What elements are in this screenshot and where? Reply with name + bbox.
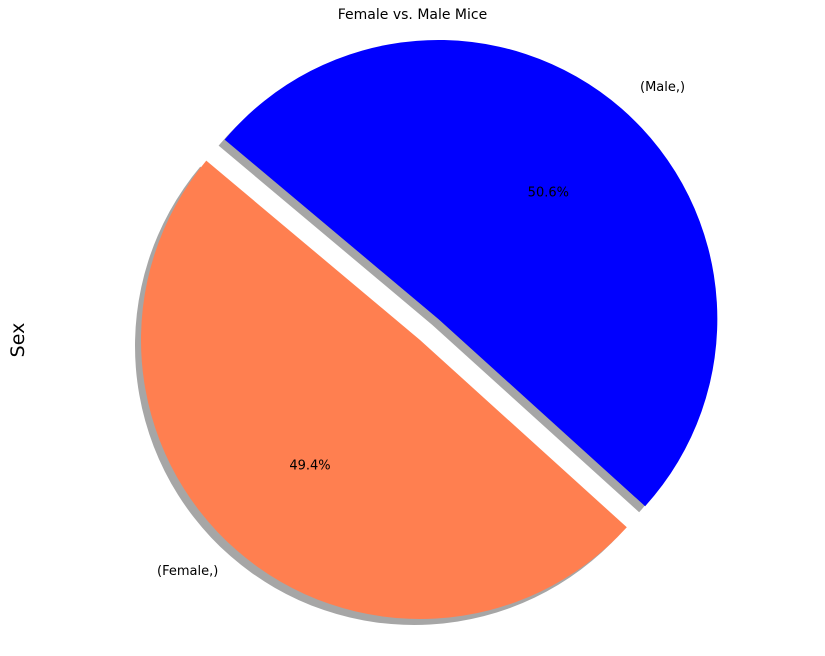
slice-percent-label: 49.4% — [289, 459, 330, 474]
pie-slice-1 — [224, 39, 718, 507]
pie-slice-0 — [140, 160, 627, 620]
chart-title: Female vs. Male Mice — [337, 7, 488, 23]
slice-label: (Male,) — [640, 80, 685, 95]
slice-percent-label: 50.6% — [528, 185, 569, 200]
slice-label: (Female,) — [157, 564, 218, 579]
